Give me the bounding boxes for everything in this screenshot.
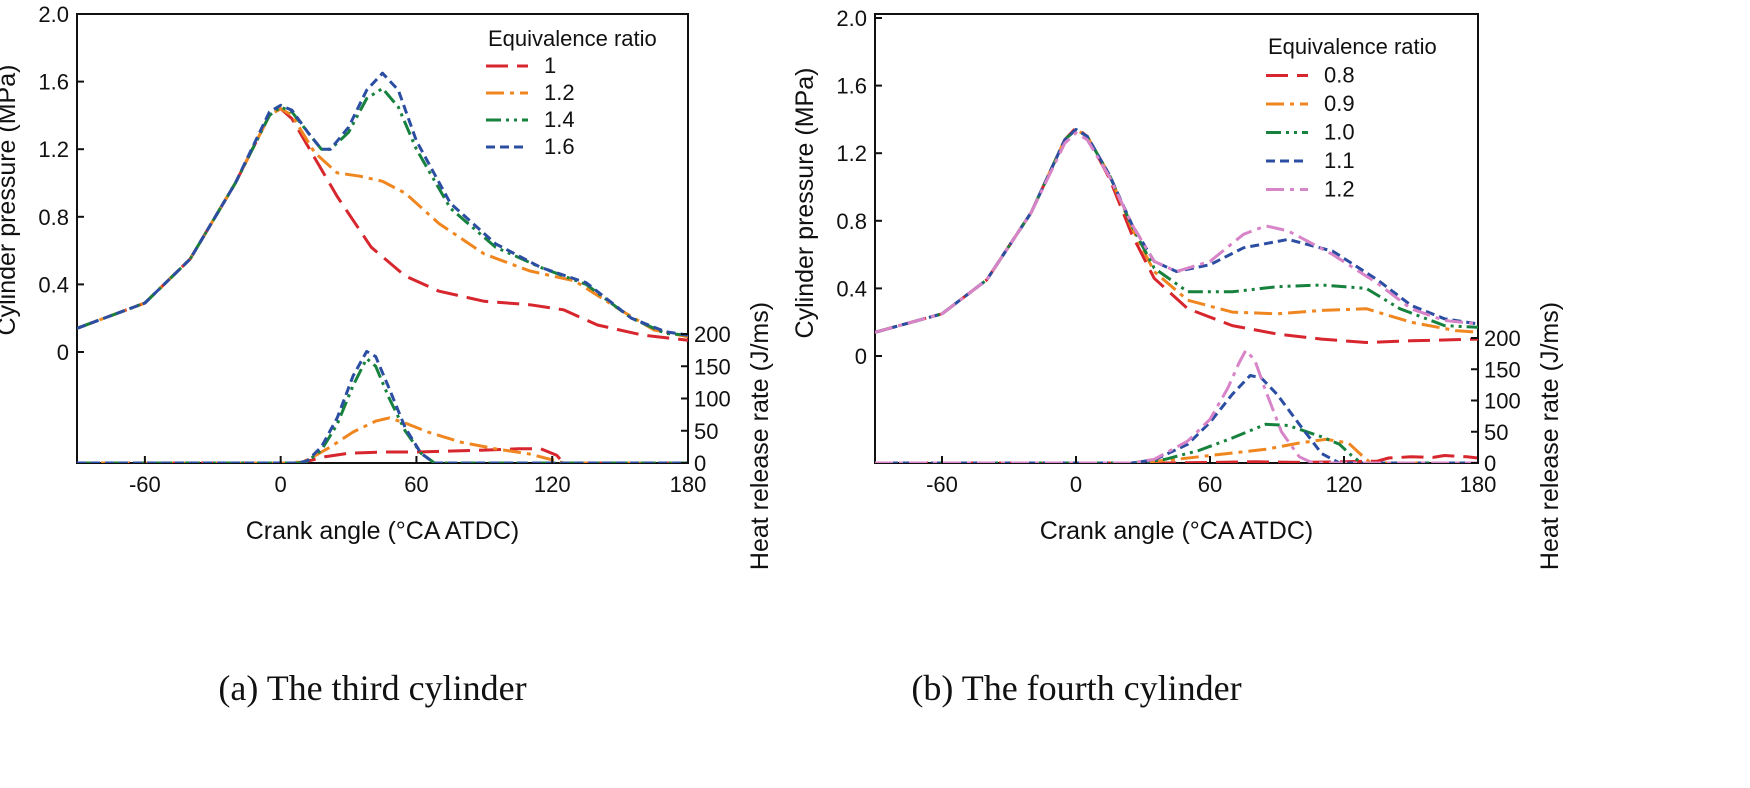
hrr-line-1-2: [875, 349, 1478, 463]
hrr-tick-label: 150: [1484, 357, 1521, 382]
legend-label: 1.4: [544, 107, 575, 132]
pressure-tick-label: 0: [855, 344, 867, 369]
hrr-tick-label: 100: [1484, 389, 1521, 414]
pressure-line-1-2: [875, 131, 1478, 334]
pressure-tick-label: 2.0: [836, 6, 867, 31]
pressure-line-0-9: [875, 128, 1478, 334]
pressure-tick-label: 0.8: [38, 205, 69, 230]
x-tick-label: 60: [404, 472, 428, 497]
hrr-tick-label: 0: [694, 451, 706, 476]
pressure-tick-label: 1.6: [836, 74, 867, 99]
x-tick-label: 120: [1326, 472, 1363, 497]
hrr-tick-label: 200: [1484, 326, 1521, 351]
hrr-tick-label: 50: [1484, 420, 1508, 445]
y-axis-label-left: Cylinder pressure (MPa): [791, 68, 819, 339]
hrr-line-1-0: [875, 422, 1478, 463]
hrr-line-1: [77, 447, 688, 463]
pressure-tick-label: 1.6: [38, 70, 69, 95]
pressure-tick-label: 0.4: [836, 276, 867, 301]
hrr-tick-label: 50: [694, 419, 718, 444]
pressure-tick-label: 1.2: [38, 137, 69, 162]
series-lines: [875, 126, 1478, 463]
x-tick-label: 60: [1198, 472, 1222, 497]
series-lines: [77, 71, 688, 463]
legend: Equivalence ratio 0.8 0.9 1.0 1.1 1.2: [1266, 34, 1437, 202]
legend-label: 1: [544, 53, 556, 78]
pressure-tick-label: 1.2: [836, 141, 867, 166]
plot-area: [875, 126, 1478, 463]
x-tick-label: 180: [1460, 472, 1497, 497]
hrr-tick-label: 200: [694, 322, 731, 347]
hrr-line-1-1: [875, 374, 1478, 463]
pressure-tick-label: 0.4: [38, 272, 69, 297]
legend-label: 1.6: [544, 134, 575, 159]
x-tick-label: 0: [275, 472, 287, 497]
y-axis-label-right: Heat release rate (J/ms): [746, 302, 774, 570]
x-tick-label: 180: [670, 472, 707, 497]
x-tick-label: 120: [534, 472, 571, 497]
hrr-line-1-2: [77, 416, 688, 463]
plot-frame: [76, 13, 689, 464]
legend-label: 1.2: [544, 80, 575, 105]
legend-label: 1.0: [1324, 120, 1355, 145]
plot-frame: [874, 13, 1479, 464]
pressure-line-1: [77, 107, 688, 342]
pressure-tick-label: 2.0: [38, 2, 69, 27]
legend-label: 0.9: [1324, 91, 1355, 116]
pressure-tick-label: 0: [57, 340, 69, 365]
pressure-line-1-1: [875, 128, 1478, 334]
legend-label: 1.2: [1324, 177, 1355, 202]
legend: Equivalence ratio 11.21.41.6: [486, 26, 657, 159]
pressure-line-1-0: [875, 128, 1478, 334]
legend-title: Equivalence ratio: [488, 26, 657, 51]
pressure-line-1-2: [77, 107, 688, 339]
y-axis-label-left: Cylinder pressure (MPa): [0, 65, 21, 336]
hrr-tick-label: 150: [694, 354, 731, 379]
x-tick-label: 0: [1070, 472, 1082, 497]
x-tick-label: -60: [926, 472, 958, 497]
panel-caption: (b) The fourth cylinder: [911, 668, 1241, 708]
plot-area: [77, 71, 688, 463]
hrr-line-1-6: [77, 349, 688, 463]
y-axis-label-right: Heat release rate (J/ms): [1536, 302, 1564, 570]
hrr-tick-label: 0: [1484, 451, 1496, 476]
legend-title: Equivalence ratio: [1268, 34, 1437, 59]
pressure-tick-label: 0.8: [836, 209, 867, 234]
pressure-line-1-6: [77, 71, 688, 337]
panel-third-cylinder: -60 0 60 120 18000.40.81.21.62.0050100150200…: [0, 2, 774, 708]
pressure-line-0-8: [875, 126, 1478, 344]
hrr-line-0-9: [875, 437, 1478, 463]
x-axis-label: Crank angle (°CA ATDC): [1040, 517, 1314, 545]
x-tick-label: -60: [129, 472, 161, 497]
hrr-tick-label: 100: [694, 387, 731, 412]
x-axis-label: Crank angle (°CA ATDC): [246, 517, 520, 545]
panel-caption: (a) The third cylinder: [218, 668, 526, 708]
pressure-line-1-4: [77, 86, 688, 337]
panel-fourth-cylinder: -60 0 60 120 18000.40.81.21.62.0050100150200…: [791, 6, 1564, 708]
legend-label: 0.8: [1324, 63, 1355, 88]
legend-label: 1.1: [1324, 148, 1355, 173]
